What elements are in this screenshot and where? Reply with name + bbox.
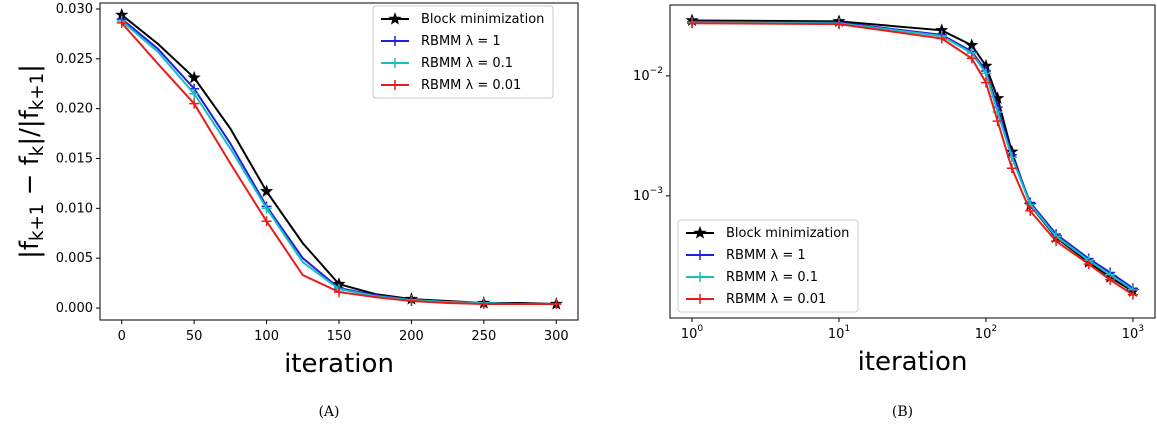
y-axis-label: |fk+1 − fk|/|fk+1| [15,64,48,259]
legend: Block minimization RBMM λ = 1 RBMM λ = 0.1… [372,5,554,99]
legend-marker [693,226,707,239]
legend-marker [390,80,400,90]
plot-frame [99,2,579,321]
plus-marker [334,287,344,298]
y-tick-label: 0.010 [56,201,93,216]
y-tick-label: 0.030 [56,1,93,16]
legend: Block minimization RBMM λ = 1 RBMM λ = 0.1… [677,219,859,313]
caption: (A) [318,404,339,420]
legend-label: RBMM λ = 0.1 [421,56,513,71]
plus-marker [1083,259,1094,270]
plus-marker [551,299,562,310]
plus-marker [992,116,1003,127]
legend-marker [390,36,400,46]
plus-marker [834,19,845,30]
series-line [692,21,1134,291]
legend-marker [390,58,400,68]
legend-marker [695,294,705,304]
legend-marker [388,12,402,25]
star-marker [259,184,274,198]
x-tick-label: 250 [471,329,496,344]
legend-label: RBMM λ = 1 [726,248,806,263]
y-tick-label: 0.005 [56,251,93,266]
plus-marker [1127,289,1138,300]
star-marker [187,70,201,84]
legend-label: RBMM λ = 0.01 [421,78,521,93]
plus-marker [687,18,698,29]
legend-label: RBMM λ = 0.01 [726,292,826,307]
plus-marker [1006,163,1017,174]
plus-marker [980,68,991,79]
plus-marker [261,216,272,227]
y-tick-label: 0.020 [56,101,93,116]
y-tick-label: 10−3 [633,186,663,204]
plus-marker [189,98,200,109]
plus-marker [1025,205,1036,216]
y-tick-label: 10−2 [633,66,663,84]
plus-marker [1105,274,1116,285]
legend-label: RBMM λ = 0.1 [726,270,818,285]
x-tick-label: 101 [828,324,850,342]
x-tick-label: 150 [327,329,352,344]
legend-label: Block minimization [421,12,544,27]
x-tick-label: 50 [186,329,203,344]
plus-marker [1051,236,1062,247]
x-tick-label: 102 [975,324,997,342]
plus-marker [478,299,489,310]
legend-label: RBMM λ = 1 [421,34,501,49]
legend-box [677,219,859,313]
plus-marker [936,33,947,44]
x-tick-label: 100 [681,324,704,342]
plus-marker [966,53,977,64]
y-tick-label: 0.025 [56,51,93,66]
plus-marker [189,88,200,99]
legend-label: Block minimization [726,226,849,241]
legend-marker [695,250,705,260]
x-tick-label: 100 [254,329,279,344]
plus-marker [406,296,417,307]
legend-box [372,5,554,99]
legend-marker [695,272,705,282]
y-tick-label: 0.015 [56,151,93,166]
y-tick-label: 0.000 [56,301,93,316]
plus-marker [980,77,991,88]
plus-marker [261,203,272,214]
x-axis-label: iteration [858,347,968,377]
plot-frame [669,4,1156,319]
series-line [692,22,1134,296]
x-tick-label: 300 [544,329,569,344]
x-tick-label: 103 [1122,324,1145,342]
caption: (B) [892,404,913,420]
x-tick-label: 0 [118,329,126,344]
x-axis-label: iteration [284,349,394,379]
plus-marker [116,17,127,28]
x-tick-label: 200 [399,329,424,344]
